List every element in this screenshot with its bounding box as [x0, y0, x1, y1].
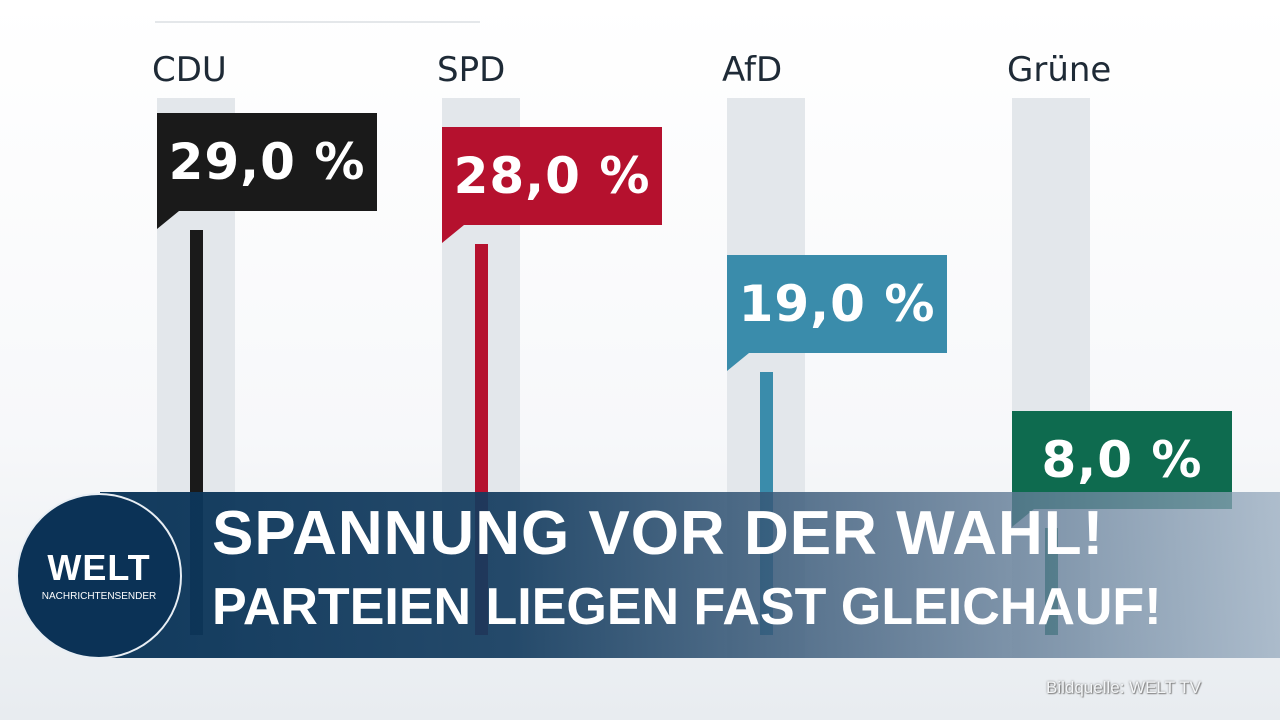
value-label: 29,0 %: [157, 113, 377, 230]
subheadline: PARTEIEN LIEGEN FAST GLEICHAUF!: [212, 578, 1162, 636]
callout-pointer: [442, 225, 464, 244]
value-label: 28,0 %: [442, 127, 662, 244]
welt-logo: WELT NACHRICHTENSENDER: [16, 493, 182, 659]
party-label: AfD: [722, 50, 783, 90]
top-divider: [155, 21, 480, 23]
party-label: CDU: [152, 50, 227, 90]
logo-wordmark: WELT: [47, 547, 151, 588]
party-label: Grüne: [1007, 50, 1112, 90]
value-text: 29,0 %: [168, 133, 366, 192]
headline-banner: [100, 492, 1280, 658]
value-text: 19,0 %: [738, 275, 936, 334]
value-text: 8,0 %: [1041, 431, 1203, 490]
headline: SPANNUNG VOR DER WAHL!: [212, 499, 1105, 568]
logo-tagline: NACHRICHTENSENDER: [41, 591, 157, 602]
callout-pointer: [157, 211, 179, 230]
image-source: Bildquelle: WELT TV: [1046, 678, 1201, 697]
party-label: SPD: [437, 50, 506, 90]
callout-pointer: [727, 353, 749, 372]
value-label: 19,0 %: [727, 255, 947, 372]
value-text: 28,0 %: [453, 147, 651, 206]
